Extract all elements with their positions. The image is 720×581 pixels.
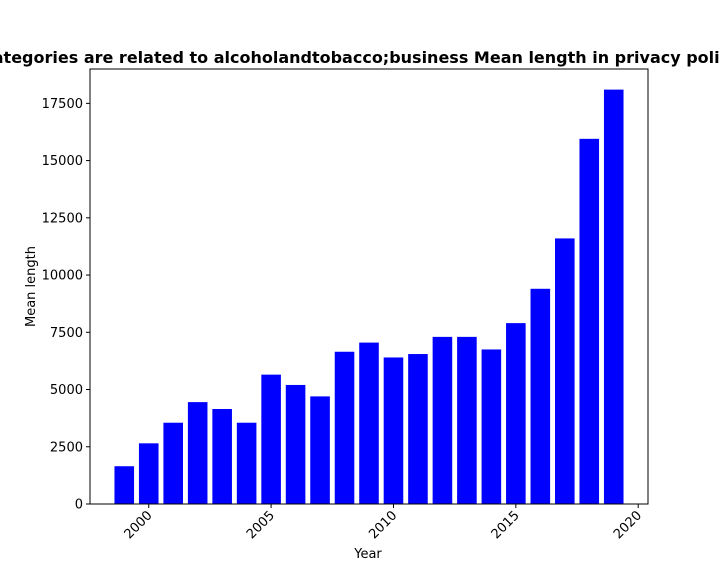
bar-2004 [236,422,257,504]
x-tick-label-2015: 2015 [489,508,523,542]
bar-2012 [432,336,453,504]
y-tick-label-0: 0 [75,498,83,513]
bar-2009 [359,342,379,504]
x-tick-label-2000: 2000 [122,508,156,542]
x-axis-label: Year [353,547,382,562]
bar-2003 [212,408,232,504]
bars-group [114,89,624,505]
x-tick-label-2005: 2005 [244,508,278,542]
bar-2013 [457,336,477,504]
y-tick-label-5000: 5000 [50,383,83,398]
y-tick-label-12500: 12500 [42,211,83,226]
bar-2010 [383,357,404,504]
bar-2011 [408,354,428,504]
y-tick-label-7500: 7500 [50,326,83,341]
bar-2006 [285,384,306,504]
bar-2008 [334,351,355,504]
y-tick-label-15000: 15000 [42,154,83,169]
bar-2014 [481,349,502,504]
x-tick-label-2020: 2020 [611,508,645,542]
bar-2016 [530,288,551,504]
y-axis-label: Mean length [24,246,39,327]
bar-1999 [114,466,135,504]
bar-2005 [261,374,281,504]
bar-2000 [138,443,159,504]
chart-title: Categories are related to alcoholandtoba… [0,48,720,67]
plot-frame [89,68,649,505]
bar-2007 [310,396,330,504]
x-axis: 2000 2005 2010 2015 2020 [122,504,645,542]
bar-2018 [579,138,600,504]
bar-2017 [555,238,575,505]
bar-2002 [187,402,208,504]
bar-2015 [506,323,526,504]
y-tick-label-2500: 2500 [50,440,83,455]
x-tick-label-2010: 2010 [366,508,400,542]
y-tick-label-10000: 10000 [42,269,83,284]
y-tick-label-17500: 17500 [42,97,83,112]
bar-2019 [603,89,624,505]
bar-2001 [163,422,183,504]
y-axis: 0 2500 5000 7500 10000 12500 15000 17500 [42,97,90,513]
